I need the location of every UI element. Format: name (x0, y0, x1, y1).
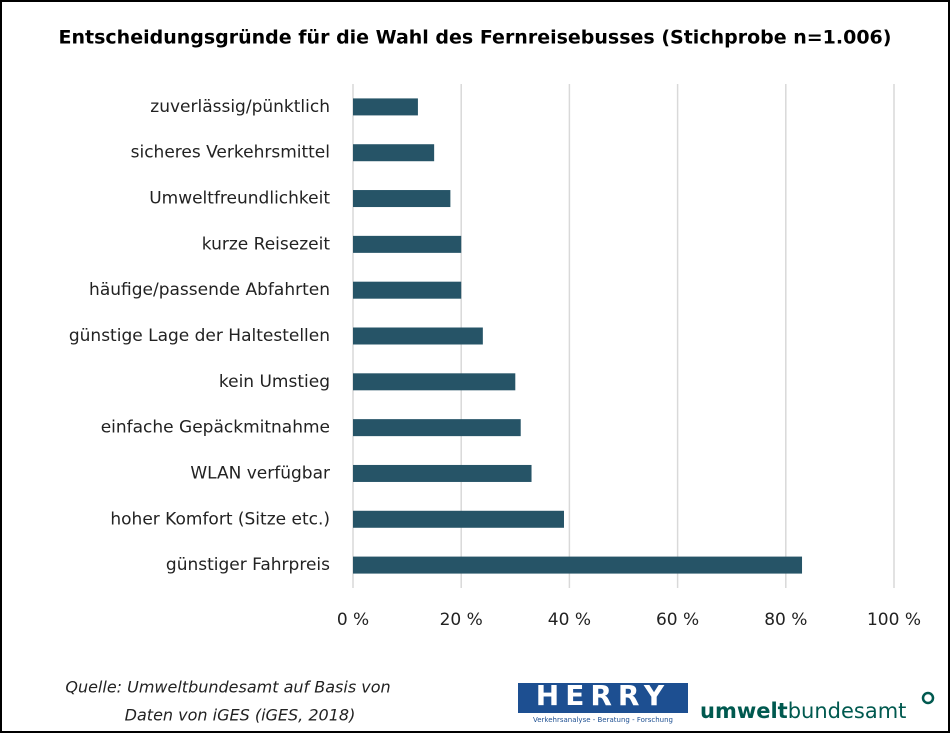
x-tick-label: 60 % (656, 610, 699, 630)
uba-bold: umwelt (700, 699, 788, 723)
y-tick-label: hoher Komfort (Sitze etc.) (110, 509, 330, 529)
bar (353, 510, 564, 528)
bar (353, 144, 435, 162)
uba-mark (921, 691, 935, 705)
y-tick-label: WLAN verfügbar (190, 463, 330, 483)
bar (353, 373, 516, 391)
y-tick-label: sicheres Verkehrsmittel (131, 143, 330, 163)
bar (353, 327, 483, 345)
bar (353, 464, 532, 482)
y-tick-label: kein Umstieg (219, 372, 330, 392)
herry-logo-bg (518, 683, 688, 713)
x-tick-label: 100 % (867, 610, 921, 630)
y-tick-label: kurze Reisezeit (202, 234, 331, 254)
y-tick-label: häufige/passende Abfahrten (89, 280, 330, 300)
y-tick-label: günstige Lage der Haltestellen (69, 326, 330, 346)
bar (353, 419, 521, 437)
x-tick-label: 80 % (764, 610, 807, 630)
y-tick-label: zuverlässig/pünktlich (150, 97, 330, 117)
bar (353, 556, 803, 574)
herry-tagline: Verkehrsanalyse - Beratung - Forschung (533, 716, 673, 724)
source-line: Daten von iGES (iGES, 2018) (125, 706, 356, 725)
bar (353, 235, 462, 253)
x-tick-label: 20 % (440, 610, 483, 630)
uba-logo: umweltbundesamt (700, 699, 906, 723)
source-line: Quelle: Umweltbundesamt auf Basis von (65, 678, 390, 697)
chart-title: Entscheidungsgründe für die Wahl des Fer… (59, 27, 892, 49)
bar (353, 98, 418, 116)
y-tick-label: einfache Gepäckmitnahme (101, 418, 330, 438)
bar (353, 281, 462, 299)
x-tick-label: 40 % (548, 610, 591, 630)
y-tick-label: günstiger Fahrpreis (166, 555, 330, 575)
herry-logo: HERRY (536, 679, 670, 712)
x-tick-label: 0 % (337, 610, 369, 630)
bar (353, 190, 451, 208)
y-tick-label: Umweltfreundlichkeit (149, 189, 330, 209)
uba-rest: bundesamt (788, 699, 907, 723)
